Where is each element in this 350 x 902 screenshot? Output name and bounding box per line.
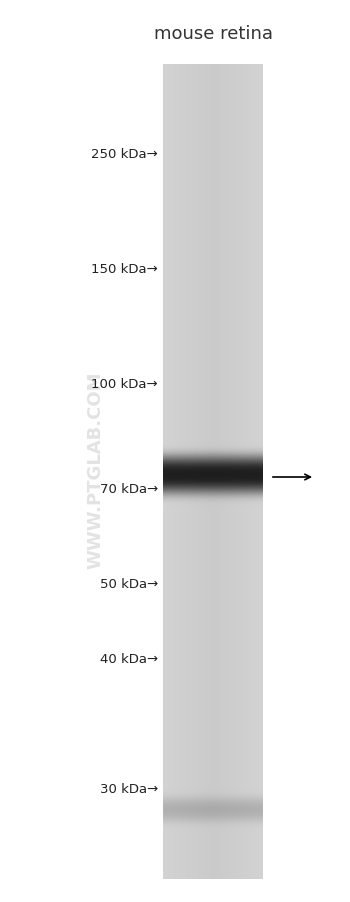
Text: 100 kDa→: 100 kDa→	[91, 378, 158, 391]
Text: 40 kDa→: 40 kDa→	[100, 653, 158, 666]
Text: mouse retina: mouse retina	[154, 25, 273, 43]
Text: WWW.PTGLAB.COM: WWW.PTGLAB.COM	[86, 371, 104, 568]
Text: 70 kDa→: 70 kDa→	[100, 483, 158, 496]
Text: 30 kDa→: 30 kDa→	[100, 783, 158, 796]
Text: 50 kDa→: 50 kDa→	[100, 578, 158, 591]
Text: 150 kDa→: 150 kDa→	[91, 263, 158, 276]
Text: 250 kDa→: 250 kDa→	[91, 148, 158, 161]
